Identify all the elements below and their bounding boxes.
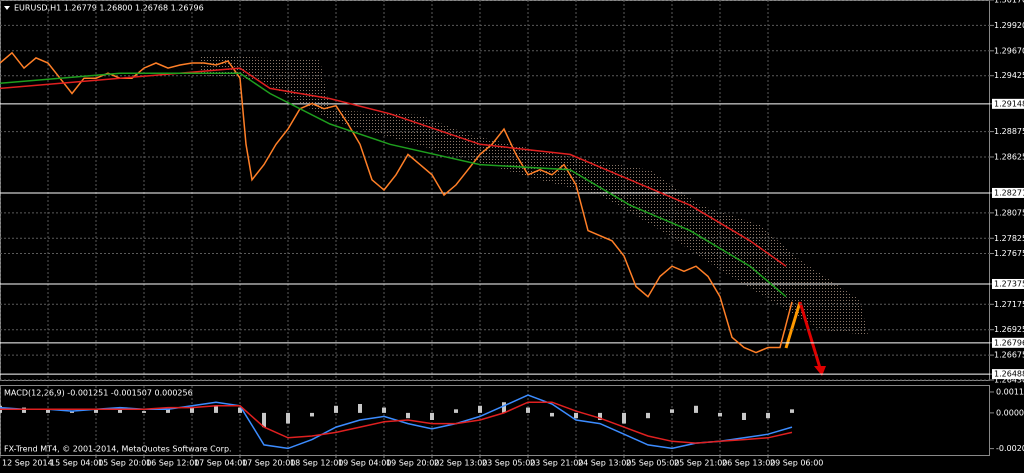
histogram-bar: [622, 412, 626, 424]
copyright: FX-Trend MT4, © 2001-2014, MetaQuotes So…: [4, 445, 232, 454]
y-tick-label: 1.30170: [994, 0, 1024, 5]
x-tick-label: 19 Sep 20:00: [386, 459, 439, 468]
forecast-arrowhead: [814, 366, 826, 376]
series-line: [0, 394, 793, 450]
symbol-header: EURUSD,H1 1.26779 1.26800 1.26768 1.2679…: [14, 4, 204, 13]
y-tick-label: 1.26925: [994, 325, 1024, 334]
y-tick-label: 1.26675: [994, 351, 1024, 360]
y-tick-label: 1.29670: [994, 46, 1024, 55]
x-tick-label: 25 Sep 05:00: [626, 459, 679, 468]
x-tick-label: 26 Sep 13:00: [722, 459, 775, 468]
x-tick-label: 17 Sep 20:00: [242, 459, 295, 468]
histogram-bar: [598, 412, 602, 420]
histogram-bar: [670, 409, 674, 413]
y-tick-label: 1.26796: [994, 338, 1024, 347]
series-line: [0, 67, 787, 267]
x-tick-label: 12 Sep 2014: [2, 459, 53, 468]
histogram-bar: [94, 409, 98, 413]
y-tick-label: 0.001177: [996, 387, 1024, 396]
histogram-bar: [502, 402, 506, 413]
price-panel: [0, 0, 990, 381]
histogram-bar: [358, 404, 362, 413]
histogram-bar: [526, 407, 530, 413]
level-label-box: [992, 278, 1024, 289]
y-tick-label: 1.27375: [994, 279, 1024, 288]
level-label-box: [992, 369, 1024, 380]
x-tick-label: 22 Sep 13:00: [434, 459, 487, 468]
histogram-bar: [166, 409, 170, 413]
histogram-bar: [142, 411, 146, 413]
histogram-bar: [46, 409, 50, 413]
x-tick-label: 17 Sep 04:00: [194, 459, 247, 468]
x-tick-label: 15 Sep 04:00: [50, 459, 103, 468]
y-tick-label: 1.27675: [994, 249, 1024, 258]
x-tick-label: 18 Sep 12:00: [290, 459, 343, 468]
histogram-bar: [742, 412, 746, 420]
histogram-bar: [214, 405, 218, 413]
histogram-bar: [430, 412, 434, 420]
x-tick-label: 29 Sep 06:00: [770, 459, 823, 468]
histogram-bar: [766, 412, 770, 419]
histogram-bar: [238, 407, 242, 413]
series-line: [0, 72, 787, 298]
x-tick-label: 23 Sep 21:00: [530, 459, 583, 468]
histogram-bar: [574, 412, 578, 419]
y-tick-label: 1.26488: [994, 370, 1024, 379]
histogram-bar: [550, 412, 554, 417]
level-label-box: [992, 337, 1024, 348]
y-tick-label: 1.29425: [994, 71, 1024, 80]
histogram-bar: [790, 409, 794, 413]
x-tick-label: 25 Sep 21:00: [674, 459, 727, 468]
histogram-bar: [310, 412, 314, 417]
x-tick-label: 23 Sep 05:00: [482, 459, 535, 468]
histogram-bar: [694, 405, 698, 413]
y-tick-label: 1.26430: [994, 376, 1024, 385]
y-tick-label: -0.002009: [996, 444, 1024, 453]
histogram-bar: [454, 409, 458, 413]
histogram-bar: [406, 412, 410, 419]
x-tick-label: 16 Sep 12:00: [146, 459, 199, 468]
menu-icon: [4, 6, 10, 10]
macd-header: MACD(12,26,9) -0.001251 -0.001507 0.0002…: [4, 389, 193, 398]
y-tick-label: 1.29920: [994, 21, 1024, 30]
level-label-box: [992, 187, 1024, 198]
histogram-bar: [334, 405, 338, 413]
histogram-bar: [118, 407, 122, 413]
y-tick-label: 1.28625: [994, 152, 1024, 161]
level-label-box: [992, 98, 1024, 109]
y-tick-label: 1.27175: [994, 300, 1024, 309]
histogram-bar: [646, 412, 650, 419]
macd-panel: [0, 385, 990, 456]
histogram-bar: [262, 412, 266, 428]
histogram-bar: [718, 412, 722, 417]
histogram-bar: [478, 405, 482, 413]
histogram-bar: [22, 407, 26, 413]
histogram-bar: [70, 411, 74, 413]
histogram-bar: [382, 407, 386, 413]
y-tick-label: 1.29148: [994, 99, 1024, 108]
x-tick-label: 19 Sep 04:00: [338, 459, 391, 468]
forecast-down: [798, 301, 822, 369]
y-tick-label: 0.0000: [996, 408, 1024, 417]
histogram-bar: [190, 407, 194, 413]
y-tick-label: 1.28271: [994, 188, 1024, 197]
histogram-bar: [286, 412, 290, 424]
ichimoku-cloud: [200, 55, 868, 335]
y-tick-label: 1.28875: [994, 127, 1024, 136]
y-tick-label: 1.27825: [994, 234, 1024, 243]
x-tick-label: 24 Sep 13:00: [578, 459, 631, 468]
series-line: [0, 401, 793, 444]
forecast-up: [784, 301, 802, 349]
y-tick-label: 1.28075: [994, 208, 1024, 217]
x-tick-label: 15 Sep 20:00: [98, 459, 151, 468]
